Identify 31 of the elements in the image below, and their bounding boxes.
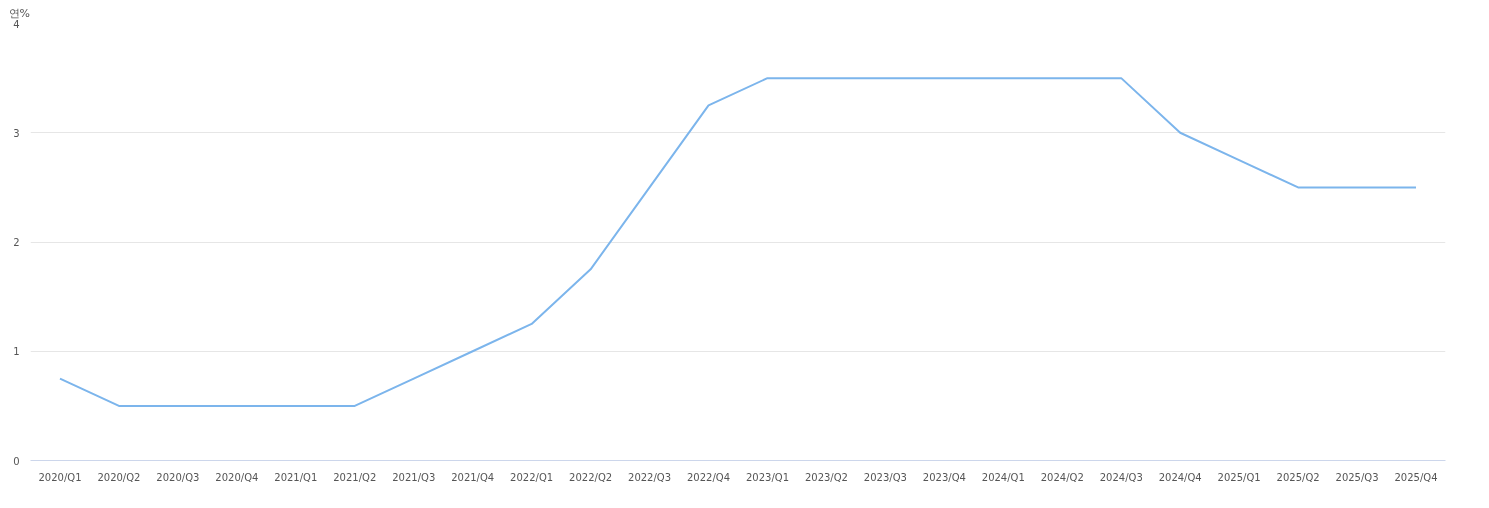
x-tick-label: 2021/Q3 <box>392 471 436 483</box>
x-tick-label: 2024/Q2 <box>1040 471 1084 483</box>
x-tick-label: 2021/Q2 <box>333 471 377 483</box>
x-tick-label: 2020/Q1 <box>38 471 82 483</box>
x-tick-label: 2022/Q1 <box>510 471 554 483</box>
x-tick-label: 2023/Q1 <box>745 471 790 483</box>
y-tick-label: 3 <box>13 127 20 139</box>
x-tick-label: 2023/Q2 <box>804 471 848 483</box>
x-tick-label: 2025/Q4 <box>1394 471 1438 483</box>
x-tick-label: 2024/Q3 <box>1099 471 1143 483</box>
y-tick-label: 1 <box>13 346 20 358</box>
x-tick-label: 2020/Q2 <box>97 471 141 483</box>
x-tick-label: 2022/Q3 <box>628 471 672 483</box>
x-tick-label: 2020/Q3 <box>156 471 200 483</box>
x-tick-label: 2024/Q4 <box>1158 471 1202 483</box>
y-tick-label: 4 <box>13 18 20 30</box>
x-tick-label: 2025/Q2 <box>1276 471 1320 483</box>
y-axis-title: 연% <box>8 6 30 20</box>
x-tick-label: 2023/Q4 <box>922 471 966 483</box>
x-tick-label: 2022/Q4 <box>686 471 731 483</box>
y-tick-label: 2 <box>13 237 20 248</box>
x-tick-label: 2020/Q4 <box>215 471 259 483</box>
x-tick-label: 2021/Q1 <box>274 471 318 483</box>
x-tick-label: 2021/Q4 <box>451 471 495 483</box>
x-tick-label: 2025/Q3 <box>1335 471 1379 483</box>
x-tick-label: 2024/Q1 <box>981 471 1025 483</box>
x-tick-label: 2022/Q2 <box>569 471 613 483</box>
x-tick-label: 2025/Q1 <box>1217 471 1261 483</box>
x-tick-label: 2023/Q3 <box>863 471 907 483</box>
line-series <box>58 77 1418 407</box>
y-tick-label: 0 <box>13 455 20 467</box>
